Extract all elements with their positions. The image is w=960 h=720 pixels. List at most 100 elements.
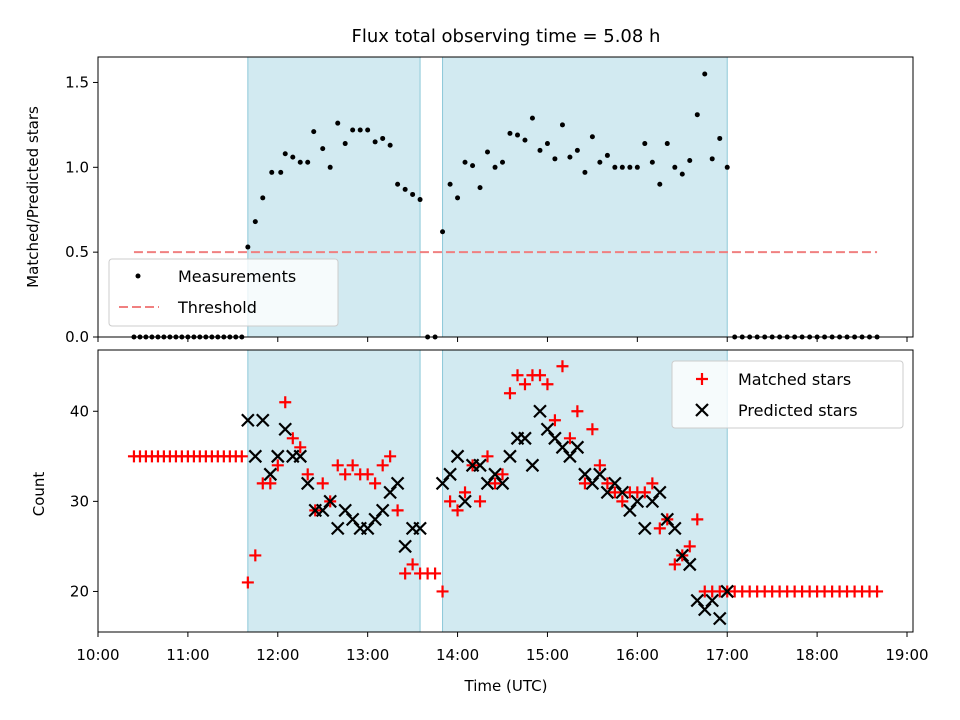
legend-measurements-marker [135,273,141,279]
measurement-point [492,164,498,170]
legend-matched-label: Matched stars [738,370,851,389]
measurement-point [455,195,461,201]
measurement-point [484,149,490,155]
matched-point [653,522,666,535]
measurement-point [305,159,311,165]
measurement-point [679,171,685,177]
predicted-point [503,449,517,464]
top-y-axis-label: Matched/Predicted stars [24,106,42,288]
matched-point [683,540,696,553]
observing-window-band [247,349,421,633]
matched-point [533,369,546,382]
matched-point [496,468,509,481]
legend-threshold-label: Threshold [177,298,257,317]
x-tick-label: 10:00 [76,646,119,664]
matched-point [541,378,554,391]
measurement-point [574,147,580,153]
predicted-point [323,494,337,509]
matched-point [346,459,359,472]
predicted-point [615,485,630,500]
matched-point [638,486,651,499]
matched-point [279,396,292,409]
measurement-point [702,71,708,77]
measurement-point [709,156,715,162]
matched-point [593,459,606,472]
measurement-point [694,112,700,118]
legend-predicted-label: Predicted stars [738,401,858,420]
measurement-point [657,181,663,187]
matched-point [391,504,404,517]
measurement-point [395,181,401,187]
measurement-point [380,135,386,141]
measurement-point [387,142,393,148]
matched-point [481,450,494,463]
matched-point [235,450,248,463]
predicted-point [241,413,255,428]
measurement-point [269,169,275,175]
matched-point [474,495,487,508]
predicted-point [525,458,540,473]
matched-point [586,423,599,436]
measurement-point [311,129,317,135]
measurement-point [278,169,284,175]
top-x-axis [97,337,908,342]
matched-point [376,459,389,472]
measurement-point [544,141,550,147]
predicted-point [518,431,532,446]
y-tick-label: 30 [70,492,89,510]
matched-point [271,459,284,472]
measurement-point [649,159,655,165]
matched-point [429,567,442,580]
x-tick-label: 12:00 [256,646,299,664]
x-tick-label: 13:00 [346,646,389,664]
predicted-point [533,404,547,419]
matched-point [503,387,516,400]
top-legend: Measurements Threshold [108,258,339,327]
measurement-point [627,164,633,170]
predicted-point [720,584,735,599]
y-tick-label: 20 [70,582,89,600]
measurement-point [462,159,468,165]
measurement-point [350,127,356,133]
legend-predicted-marker [695,403,709,417]
matched-point [316,477,329,490]
measurement-point [365,127,371,133]
predicted-point [593,467,607,482]
predicted-point [653,485,667,500]
matched-point [518,378,531,391]
matched-point [571,405,584,418]
matched-point [691,513,704,526]
matched-point [264,477,277,490]
measurement-point [282,151,288,157]
predicted-point [271,449,285,464]
bottom-y-axis-label: Count [30,472,48,517]
measurement-point [290,154,296,160]
predicted-point [450,449,465,464]
matched-point [489,477,502,490]
x-tick-label: 18:00 [795,646,838,664]
bottom-predicted-series [241,404,735,626]
measurement-point [417,197,423,203]
measurement-point [500,159,506,165]
matched-point [249,549,262,562]
matched-point [286,432,299,445]
predicted-point [248,449,263,464]
top-axes-frame [97,56,914,338]
predicted-point [682,557,697,572]
measurement-point [320,146,326,152]
predicted-point [300,476,315,491]
legend-measurements-label: Measurements [178,267,296,286]
measurement-point [687,158,693,164]
x-tick-label: 16:00 [616,646,659,664]
measurement-point [672,164,678,170]
bottom-y-axis: 20 30 40 [70,402,98,600]
predicted-point [495,476,510,491]
measurement-point [470,163,476,169]
matched-point [294,441,307,454]
measurement-point [297,159,303,165]
x-tick-label: 14:00 [436,646,479,664]
measurement-point [335,120,341,126]
measurement-point [559,122,565,128]
bottom-legend: Matched stars Predicted stars [671,360,904,429]
bottom-axes-frame [97,349,914,633]
